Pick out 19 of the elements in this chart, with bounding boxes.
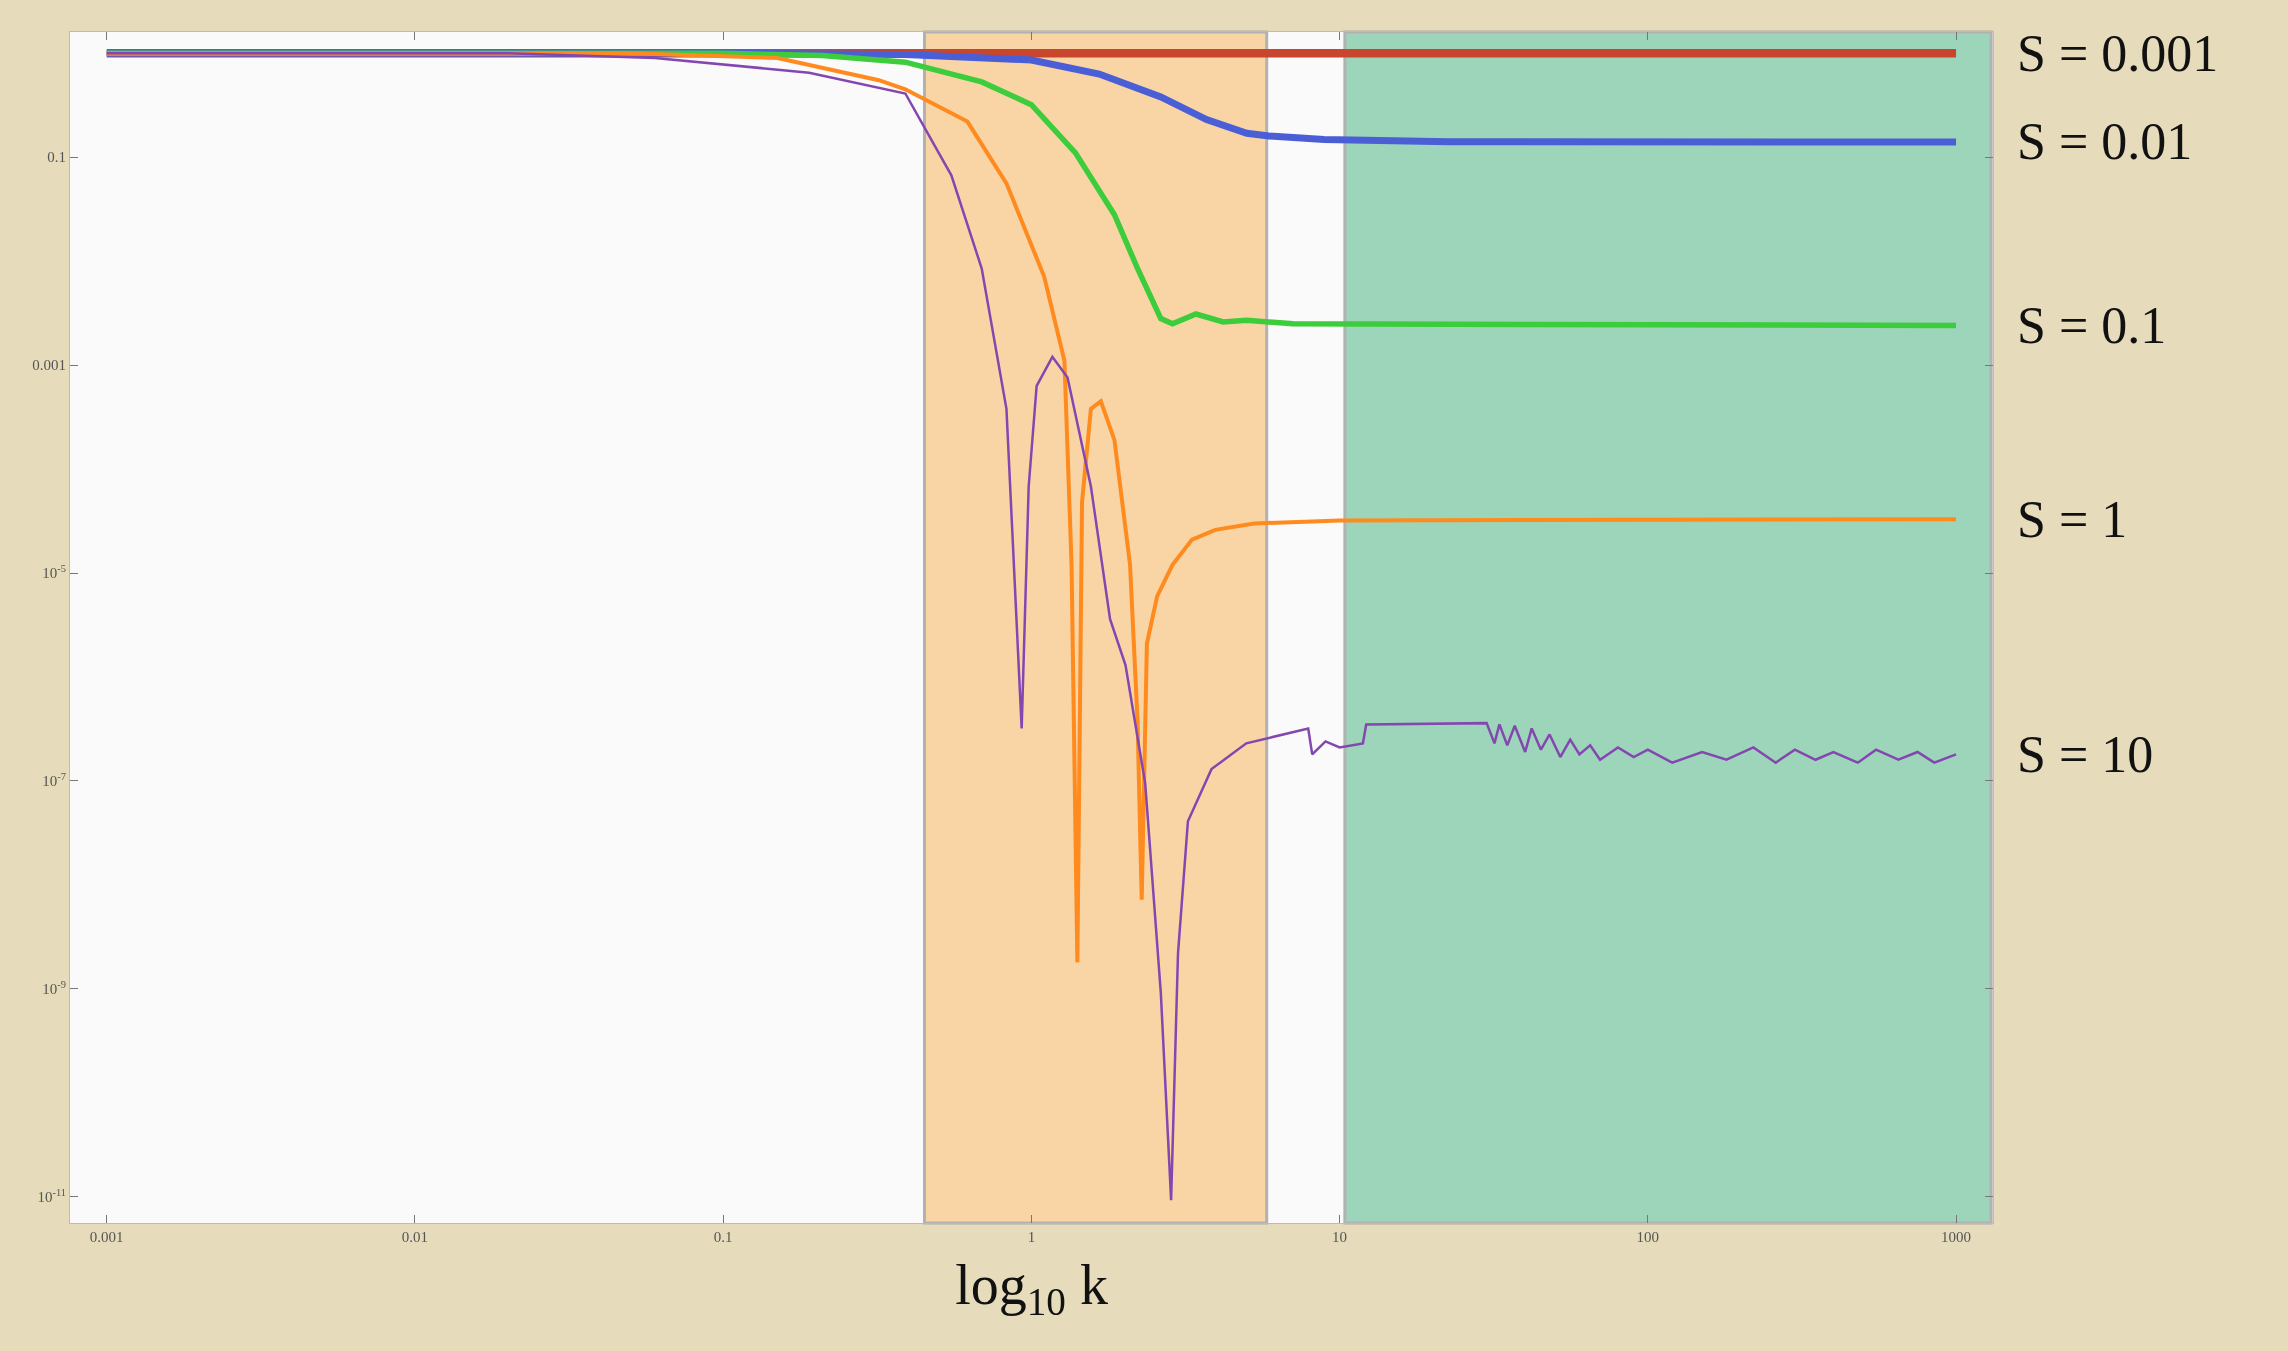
y-tick-label: 10$^{-9}$	[42, 978, 66, 998]
series-label: S = 0.001	[2017, 25, 2219, 82]
y-tick-label: 10$^{-7}$	[42, 770, 66, 790]
x-tick-label: 0.01	[401, 1229, 429, 1245]
series-label: S = 10	[2017, 726, 2154, 783]
y-tick-label: 0.001	[32, 357, 66, 374]
series-label: S = 0.1	[2017, 297, 2167, 354]
x-axis-title: log$_{10}$ k	[955, 1253, 1108, 1324]
series-label: S = 0.01	[2017, 113, 2193, 170]
series-label: S = 1	[2017, 491, 2128, 548]
x-tick-label: 0.1	[713, 1229, 733, 1245]
y-tick-label: 10$^{-11}$	[37, 1186, 66, 1206]
y-tick-label: 10$^{-5}$	[42, 562, 66, 582]
y-tick-label: 0.1	[47, 149, 66, 166]
x-tick-label: 1	[1027, 1229, 1036, 1245]
x-tick-label: 0.001	[89, 1229, 124, 1245]
x-tick-label: 100	[1636, 1229, 1660, 1245]
x-tick-label: 1000	[1941, 1229, 1972, 1245]
x-tick-label: 10	[1332, 1229, 1348, 1245]
